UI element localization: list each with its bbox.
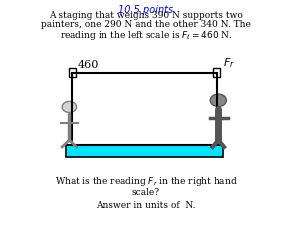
Text: $F_r$: $F_r$ bbox=[223, 56, 235, 70]
Bar bbox=[67, 145, 223, 157]
Text: A staging that weighs 390 N supports two: A staging that weighs 390 N supports two bbox=[49, 11, 243, 20]
Circle shape bbox=[62, 101, 77, 112]
Text: What is the reading $F_r$ in the right hand: What is the reading $F_r$ in the right h… bbox=[55, 175, 237, 188]
Text: reading in the left scale is $F_\ell = 460$ N.: reading in the left scale is $F_\ell = 4… bbox=[60, 29, 232, 42]
Bar bbox=[69, 68, 76, 77]
Text: 460: 460 bbox=[78, 60, 99, 70]
Text: 10.5 points: 10.5 points bbox=[119, 5, 173, 15]
Text: painters, one 290 N and the other 340 N. The: painters, one 290 N and the other 340 N.… bbox=[41, 20, 251, 29]
Text: scale?: scale? bbox=[132, 188, 160, 197]
Circle shape bbox=[210, 94, 226, 106]
Bar bbox=[213, 68, 220, 77]
Text: Answer in units of  N.: Answer in units of N. bbox=[96, 201, 196, 210]
